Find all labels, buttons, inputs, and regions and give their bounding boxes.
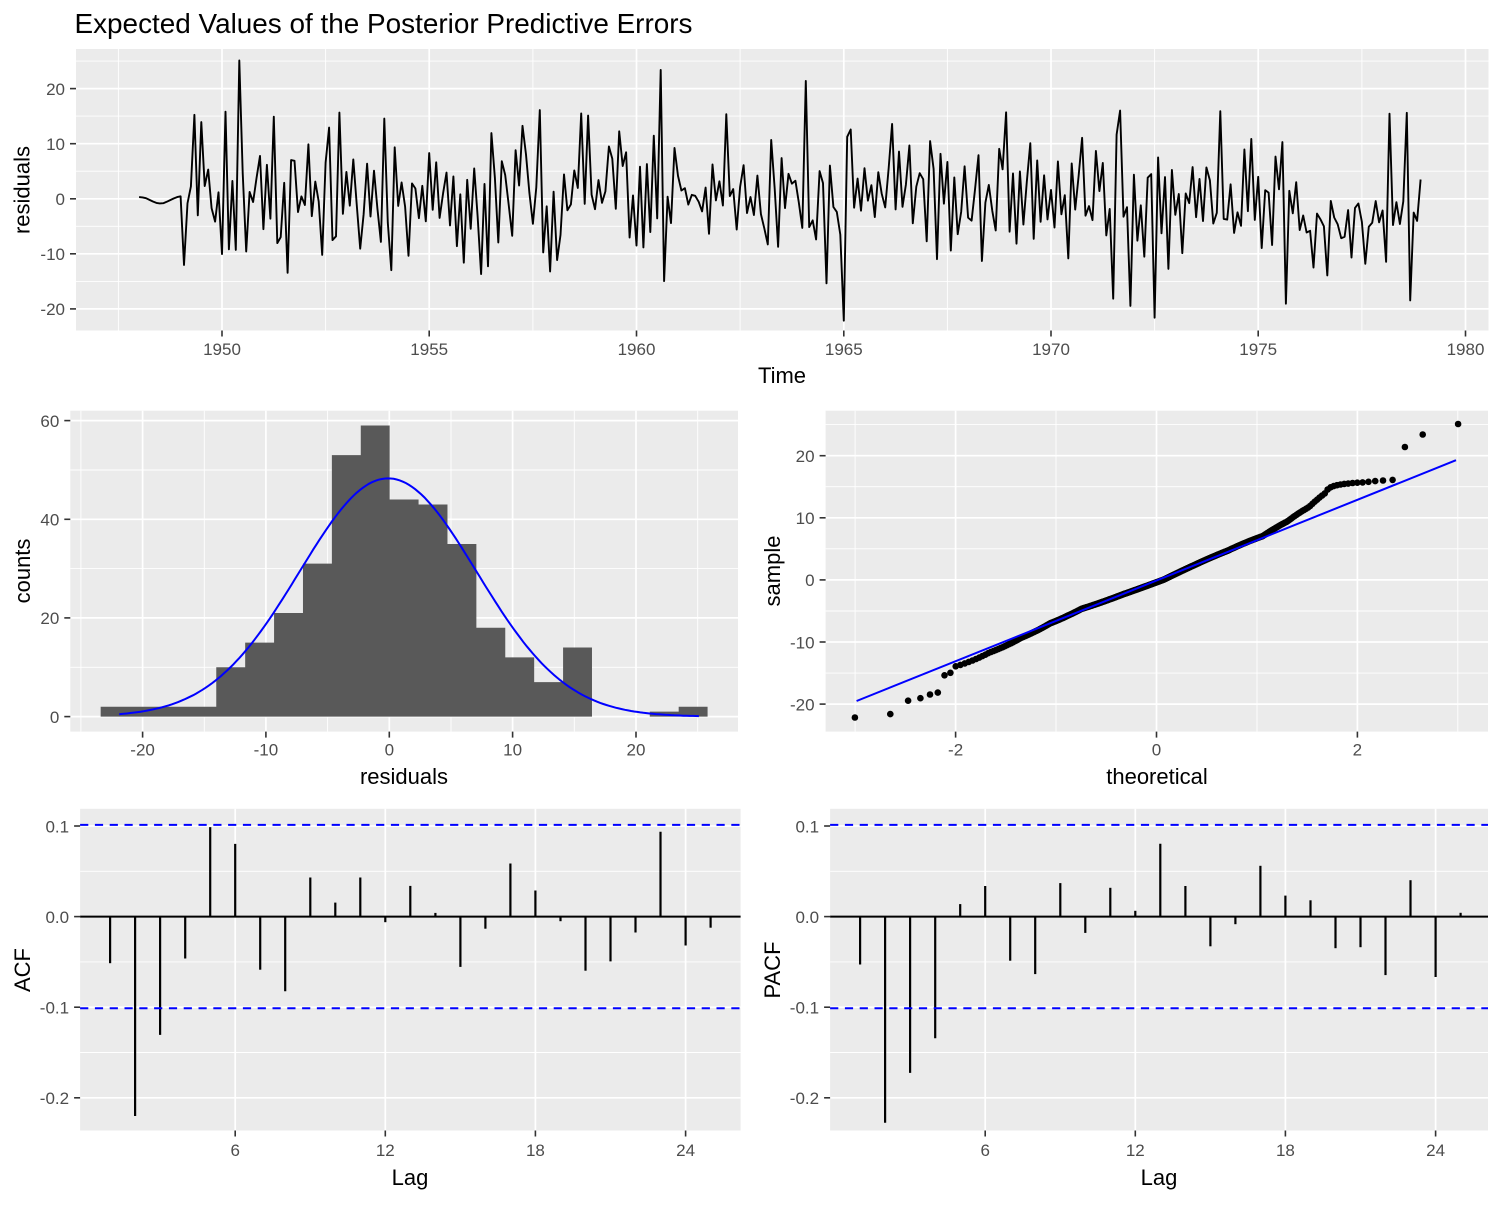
svg-text:0: 0 — [56, 190, 65, 209]
svg-text:0: 0 — [385, 741, 394, 760]
svg-text:Expected Values of the Posteri: Expected Values of the Posterior Predict… — [75, 8, 693, 39]
svg-text:counts: counts — [10, 539, 35, 604]
svg-text:20: 20 — [40, 609, 59, 628]
svg-text:0: 0 — [50, 708, 59, 727]
svg-text:1960: 1960 — [618, 340, 656, 359]
svg-text:20: 20 — [46, 80, 65, 99]
svg-text:PACF: PACF — [760, 941, 785, 998]
svg-text:-20: -20 — [40, 300, 65, 319]
svg-text:1965: 1965 — [825, 340, 863, 359]
svg-text:60: 60 — [40, 412, 59, 431]
svg-text:1975: 1975 — [1239, 340, 1277, 359]
svg-text:18: 18 — [1276, 1141, 1295, 1160]
svg-text:0.0: 0.0 — [45, 908, 69, 927]
svg-text:0.0: 0.0 — [795, 908, 819, 927]
svg-text:12: 12 — [1126, 1141, 1145, 1160]
svg-text:-2: -2 — [948, 741, 963, 760]
svg-text:residuals: residuals — [10, 146, 35, 234]
svg-text:0.1: 0.1 — [45, 817, 69, 836]
svg-text:0: 0 — [1152, 741, 1161, 760]
svg-text:20: 20 — [627, 741, 646, 760]
svg-text:6: 6 — [980, 1141, 989, 1160]
svg-text:-20: -20 — [130, 741, 155, 760]
svg-text:theoretical: theoretical — [1106, 764, 1208, 789]
svg-text:-10: -10 — [790, 633, 815, 652]
svg-text:-10: -10 — [40, 245, 65, 264]
svg-text:-0.2: -0.2 — [790, 1089, 819, 1108]
svg-text:2: 2 — [1353, 741, 1362, 760]
svg-text:1970: 1970 — [1032, 340, 1070, 359]
svg-text:sample: sample — [760, 536, 785, 607]
svg-text:10: 10 — [46, 135, 65, 154]
svg-text:6: 6 — [230, 1141, 239, 1160]
svg-text:24: 24 — [676, 1141, 695, 1160]
svg-text:Time: Time — [758, 363, 806, 388]
svg-text:ACF: ACF — [10, 948, 35, 992]
svg-text:0: 0 — [805, 571, 814, 590]
svg-text:-10: -10 — [254, 741, 279, 760]
svg-text:18: 18 — [526, 1141, 545, 1160]
svg-text:10: 10 — [503, 741, 522, 760]
svg-text:-20: -20 — [790, 695, 815, 714]
svg-text:1980: 1980 — [1447, 340, 1485, 359]
svg-text:-0.1: -0.1 — [40, 999, 69, 1018]
svg-text:-0.2: -0.2 — [40, 1089, 69, 1108]
svg-text:residuals: residuals — [360, 764, 448, 789]
svg-text:1955: 1955 — [410, 340, 448, 359]
svg-text:Lag: Lag — [392, 1165, 429, 1190]
svg-text:10: 10 — [796, 509, 815, 528]
svg-text:-0.1: -0.1 — [790, 999, 819, 1018]
svg-text:1950: 1950 — [203, 340, 241, 359]
svg-text:40: 40 — [40, 511, 59, 530]
svg-text:Lag: Lag — [1141, 1165, 1178, 1190]
svg-text:12: 12 — [376, 1141, 395, 1160]
svg-text:0.1: 0.1 — [795, 817, 819, 836]
svg-text:24: 24 — [1426, 1141, 1445, 1160]
svg-text:20: 20 — [796, 447, 815, 466]
